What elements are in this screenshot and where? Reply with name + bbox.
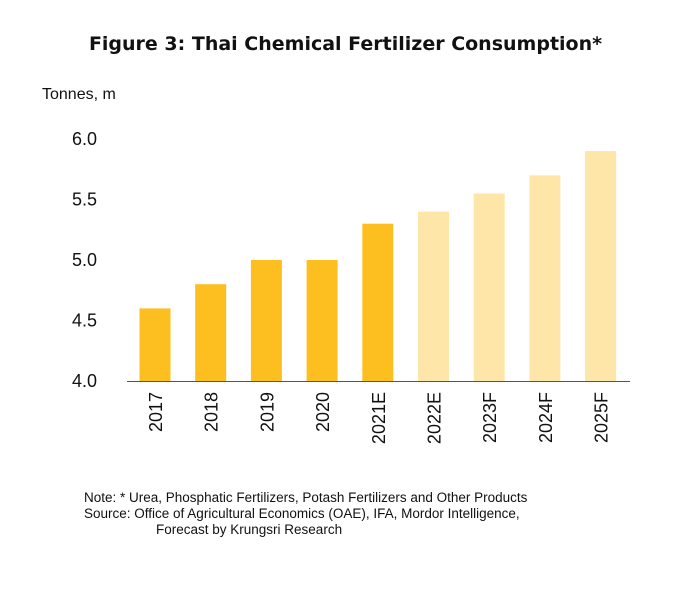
bar-2023F: [473, 193, 505, 381]
chart-notes: Note: * Urea, Phosphatic Fertilizers, Po…: [84, 490, 527, 538]
chart-title: Figure 3: Thai Chemical Fertilizer Consu…: [88, 33, 603, 55]
x-tick-label: 2023F: [480, 392, 500, 443]
y-tick-label: 4.5: [72, 311, 97, 331]
bar-2021E: [362, 223, 394, 381]
note-text: Note: * Urea, Phosphatic Fertilizers, Po…: [84, 490, 528, 505]
y-tick-label: 5.5: [72, 190, 97, 210]
y-tick-label: 4.0: [72, 371, 97, 391]
source-text-continued: Forecast by Krungsri Research: [156, 522, 343, 537]
bar-2022E: [418, 211, 449, 381]
x-tick-label: 2019: [257, 392, 277, 432]
x-tick-label: 2021E: [369, 392, 389, 444]
bar-2025F: [585, 151, 617, 381]
y-tick-label: 5.0: [72, 250, 97, 270]
x-tick-label: 2018: [202, 392, 222, 432]
x-tick-label: 2025F: [592, 392, 612, 443]
x-tick-label: 2022E: [425, 392, 445, 444]
x-tick-label: 2024F: [536, 392, 556, 443]
bar-2018: [195, 284, 227, 381]
bar-2024F: [529, 175, 561, 381]
bar-2019: [250, 260, 282, 381]
bar-2020: [306, 260, 338, 381]
x-tick-label: 2017: [146, 392, 166, 432]
x-tick-label: 2020: [313, 392, 333, 432]
y-axis-unit-label: Tonnes, m: [42, 86, 116, 103]
y-tick-label: 6.0: [72, 129, 97, 149]
source-text: Source: Office of Agricultural Economics…: [84, 506, 520, 521]
bar-2017: [139, 308, 171, 381]
